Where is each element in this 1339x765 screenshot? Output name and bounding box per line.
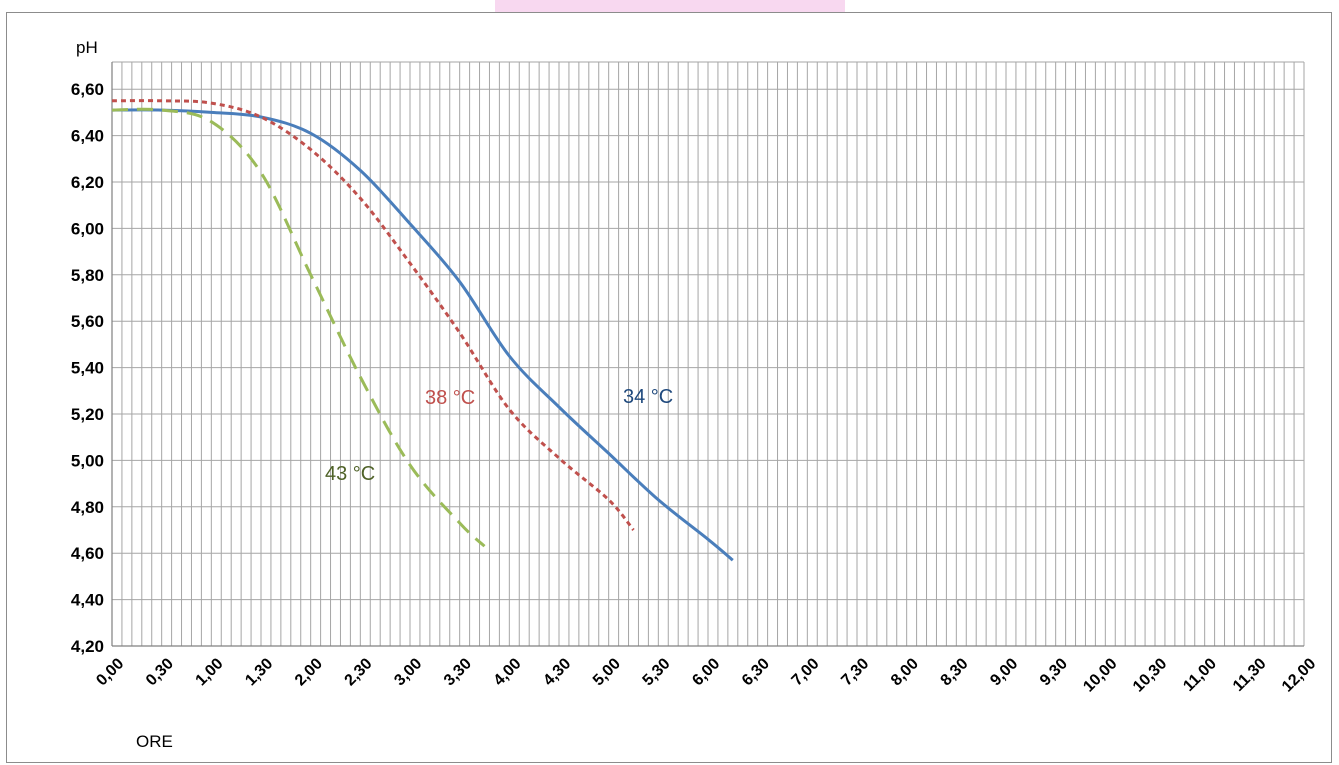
x-tick-label: 1,00	[193, 655, 227, 689]
y-tick-label: 5,40	[71, 359, 104, 378]
x-axis-title: ORE	[136, 732, 173, 751]
y-tick-label: 6,60	[71, 80, 104, 99]
x-tick-label: 3,30	[441, 655, 475, 689]
y-axis-title: pH	[76, 38, 98, 57]
y-tick-label: 4,40	[71, 591, 104, 610]
x-tick-label: 10,30	[1130, 655, 1170, 695]
x-tick-label: 9,30	[1037, 655, 1071, 689]
gridlines	[111, 61, 1305, 647]
y-tick-label: 4,80	[71, 498, 104, 517]
series-lines	[111, 99, 734, 562]
x-tick-label: 6,30	[739, 655, 773, 689]
x-tick-label: 5,30	[640, 655, 674, 689]
x-tick-label: 4,30	[540, 655, 574, 689]
x-tick-label: 10,00	[1080, 655, 1120, 695]
x-tick-label: 1,30	[242, 655, 276, 689]
y-tick-label: 6,40	[71, 127, 104, 146]
series-line-34	[111, 108, 734, 562]
series-line-38	[111, 99, 635, 531]
x-tick-label: 5,00	[590, 655, 624, 689]
y-tick-label: 5,60	[71, 312, 104, 331]
series-label-43: 43 °C	[325, 463, 375, 485]
x-tick-label: 2,00	[292, 655, 326, 689]
x-tick-label: 6,00	[689, 655, 723, 689]
x-tick-label: 3,00	[391, 655, 425, 689]
y-tick-label: 4,20	[71, 637, 104, 656]
chart-frame	[6, 12, 1332, 763]
x-tick-label: 0,00	[93, 655, 127, 689]
x-tick-label: 9,00	[987, 655, 1021, 689]
x-tick-label: 4,00	[491, 655, 525, 689]
x-tick-label: 7,30	[838, 655, 872, 689]
x-tick-label: 2,30	[342, 655, 376, 689]
x-tick-label: 0,30	[143, 655, 177, 689]
x-tick-label: 11,00	[1180, 655, 1220, 695]
x-tick-label: 12,00	[1279, 655, 1319, 695]
series-label-38: 38 °C	[425, 387, 475, 409]
y-tick-label: 6,20	[71, 173, 104, 192]
y-tick-label: 5,00	[71, 451, 104, 470]
x-tick-label: 8,30	[938, 655, 972, 689]
x-tick-label: 7,00	[789, 655, 823, 689]
series-label-34: 34 °C	[623, 386, 673, 408]
top-edge-highlight	[495, 0, 845, 13]
axes	[111, 62, 1304, 647]
y-tick-label: 4,60	[71, 544, 104, 563]
x-tick-labels: 0,00 0,30 1,00 1,30 2,00 2,30 3,00 3,30 4,00 4,30…	[93, 655, 1319, 695]
y-tick-label: 5,20	[71, 405, 104, 424]
y-tick-label: 6,00	[71, 219, 104, 238]
x-tick-label: 8,00	[888, 655, 922, 689]
x-tick-label: 11,30	[1230, 655, 1270, 695]
series-line-43	[111, 107, 486, 548]
y-tick-labels: 4,20 4,40 4,60 4,80 5,00 5,20 5,40 5,60 5,80 6,00…	[71, 80, 104, 656]
y-tick-label: 5,80	[71, 266, 104, 285]
